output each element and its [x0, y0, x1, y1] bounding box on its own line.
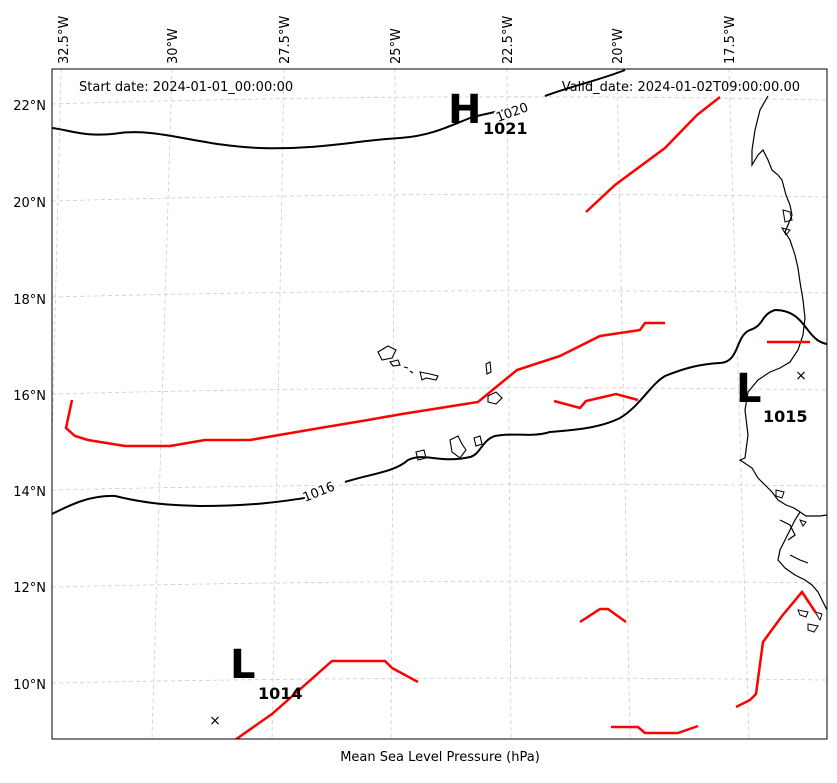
lat-tick-label: 14°N — [13, 485, 46, 500]
lon-tick-label: 30°W — [166, 28, 181, 64]
lat-tick-label: 10°N — [13, 678, 46, 693]
graticule — [52, 69, 827, 739]
lon-tick-label: 17.5°W — [723, 16, 738, 64]
isobar-label-1016: 1016 — [301, 479, 337, 505]
low-center-marker-icon: × — [795, 368, 807, 384]
frontal-lines — [64, 96, 818, 739]
coastal-islands — [775, 209, 823, 633]
lat-tick-label: 20°N — [13, 196, 46, 211]
valid-date-label: Valid_date: 2024-01-02T09:00:00.00 — [562, 80, 800, 95]
lat-tick-label: 22°N — [13, 99, 46, 114]
lat-tick-label: 16°N — [13, 389, 46, 404]
front-line — [64, 321, 665, 448]
isobar-1020 — [52, 105, 521, 150]
cape-verde-islands — [377, 345, 503, 461]
lon-tick-label: 32.5°W — [57, 16, 72, 64]
low-pressure-value: 1015 — [763, 407, 808, 426]
lon-tick-label: 20°W — [611, 28, 626, 64]
low-center-marker-icon: × — [209, 713, 221, 729]
front-line — [585, 96, 721, 213]
isobar-1020-north — [544, 69, 626, 97]
latitude-ticks: 22°N 20°N 18°N 16°N 14°N 12°N 10°N — [13, 99, 46, 693]
isobar-1016-east — [344, 308, 827, 483]
front-line — [553, 392, 639, 410]
lat-tick-label: 12°N — [13, 581, 46, 596]
front-line — [234, 659, 419, 739]
lon-tick-label: 25°W — [389, 28, 404, 64]
lon-tick-label: 22.5°W — [501, 16, 516, 64]
pressure-systems: H 1021 L 1015 × L 1014 × — [209, 87, 807, 729]
lat-tick-label: 18°N — [13, 293, 46, 308]
front-line — [579, 607, 627, 624]
front-line — [611, 724, 699, 735]
coastline-africa — [738, 95, 827, 611]
longitude-ticks: 32.5°W 30°W 27.5°W 25°W 22.5°W 20°W 17.5… — [57, 16, 738, 64]
high-pressure-value: 1021 — [483, 119, 528, 138]
low-pressure-value: 1014 — [258, 684, 303, 703]
low-pressure-letter: L — [736, 366, 762, 412]
high-pressure-letter: H — [448, 87, 481, 133]
isobar-labels: 1020 1016 — [299, 98, 533, 507]
low-pressure-letter: L — [230, 642, 256, 688]
map-caption: Mean Sea Level Pressure (hPa) — [340, 750, 540, 765]
isobar-1016 — [52, 494, 306, 515]
start-date-label: Start date: 2024-01-01_00:00:00 — [79, 80, 293, 95]
front-line — [735, 589, 818, 709]
lon-tick-label: 27.5°W — [278, 16, 293, 64]
isobars — [52, 69, 827, 515]
map-frame — [51, 68, 828, 740]
